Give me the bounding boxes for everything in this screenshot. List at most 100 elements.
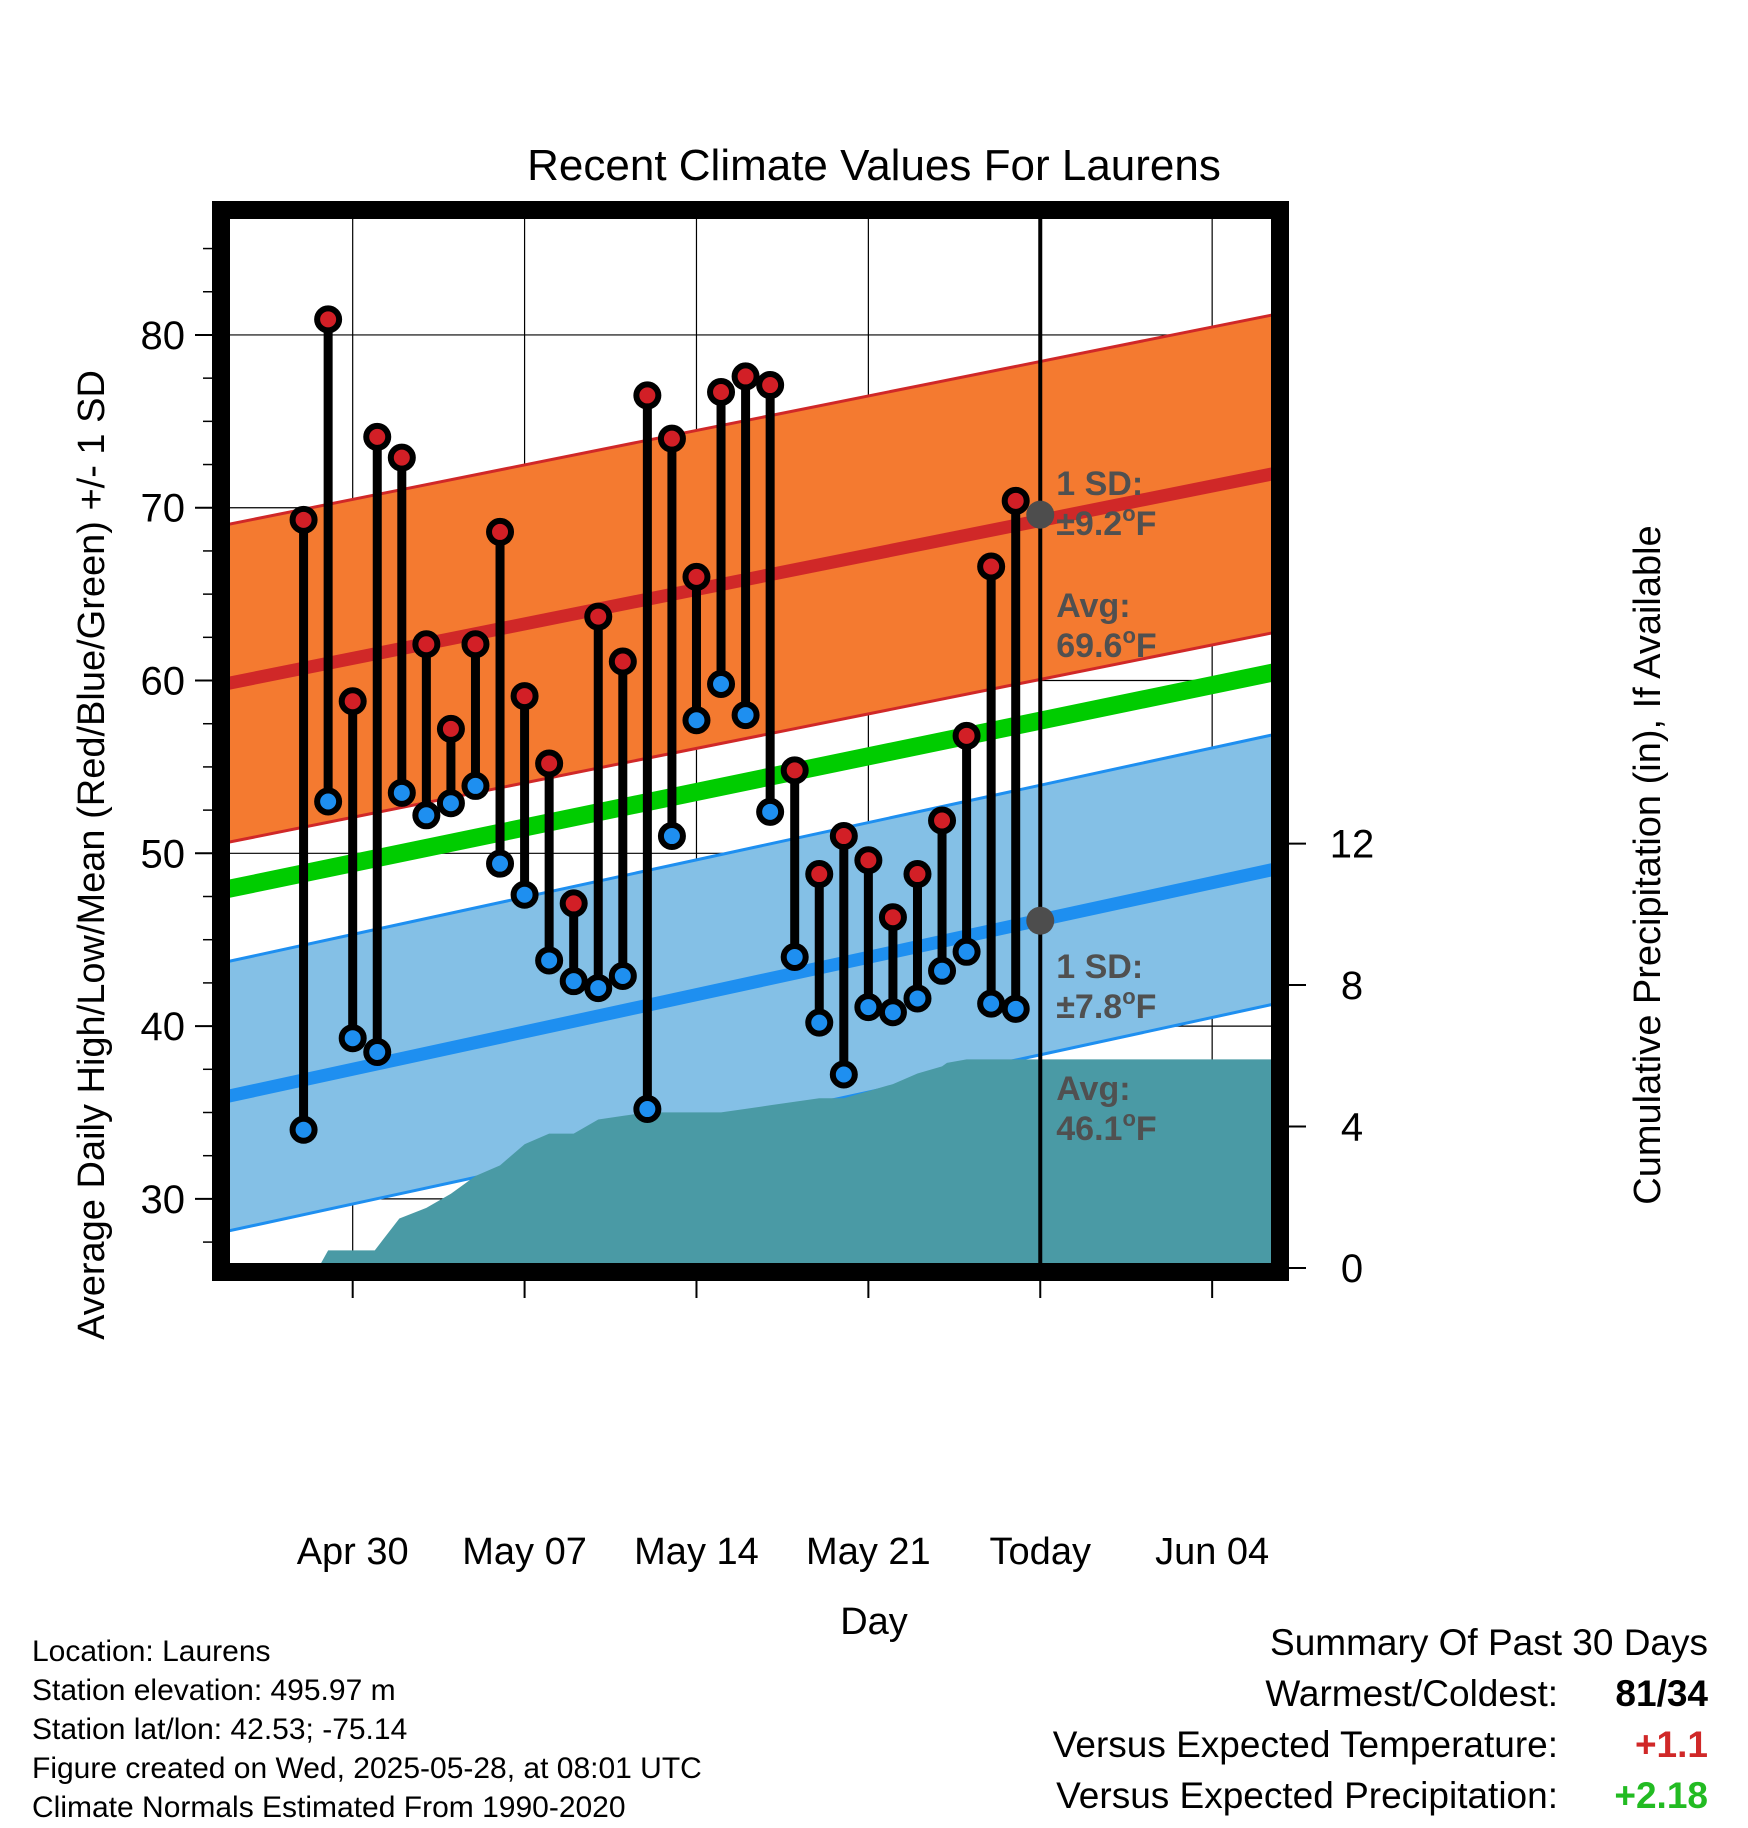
- degree-unit: F: [1136, 627, 1157, 665]
- daily-high-point: [363, 422, 392, 451]
- y-axis-label: Average Daily High/Low/Mean (Red/Blue/Gr…: [71, 370, 113, 1340]
- daily-low-point: [1001, 994, 1030, 1023]
- daily-low-point: [854, 993, 883, 1022]
- daily-low-point: [903, 984, 932, 1013]
- low-sd-annotation: 1 SD: ±7.8oF: [1056, 948, 1156, 1026]
- daily-low-point: [928, 956, 957, 985]
- daily-low-point: [510, 880, 539, 909]
- warmest-value: 81: [1615, 1673, 1657, 1714]
- high-normal-lower-edge: [225, 630, 1276, 845]
- daily-high-point: [952, 721, 981, 750]
- precip-vs-expected-label: Versus Expected Precipitation:: [1056, 1775, 1558, 1816]
- window-days-label-line: Days: [1050, 1423, 1131, 1461]
- daily-high-point: [780, 756, 809, 785]
- y-tick-label: 80: [141, 314, 186, 358]
- warm-cold-value: 81/34: [1588, 1673, 1708, 1715]
- daily-low-point: [829, 1060, 858, 1089]
- today-high-avg-marker: [1026, 500, 1055, 529]
- daily-low-point: [535, 946, 564, 975]
- daily-low-point: [805, 1008, 834, 1037]
- daily-low-point: [412, 801, 441, 830]
- daily-low-point: [682, 706, 711, 735]
- low-sd-annotation-line: ±7.8oF: [1056, 984, 1156, 1026]
- daily-high-point: [461, 630, 490, 659]
- daily-low-point: [314, 787, 343, 816]
- precip-vs-expected-value: +2.18: [1614, 1775, 1708, 1816]
- y2-tick-label: 8: [1341, 964, 1363, 1008]
- daily-low-point: [486, 849, 515, 878]
- daily-high-point: [387, 443, 416, 472]
- warm-cold-slash: /: [1656, 1673, 1667, 1714]
- warm-cold-label: Warmest/Coldest:: [1265, 1673, 1558, 1714]
- daily-high-point: [854, 846, 883, 875]
- y2-tick-label: 12: [1330, 823, 1375, 867]
- daily-high-point: [977, 552, 1006, 581]
- daily-low-point: [289, 1115, 318, 1144]
- x-tick-label: Apr 30: [297, 1531, 409, 1573]
- station-latlon: Station lat/lon: 42.53; -75.14: [32, 1713, 408, 1746]
- precip-area: [318, 1059, 1276, 1268]
- low-avg-line: [225, 862, 1276, 1104]
- daily-low-point: [461, 771, 490, 800]
- daily-low-point: [363, 1038, 392, 1067]
- x-tick-label: Today: [990, 1531, 1091, 1573]
- daily-high-point: [338, 687, 367, 716]
- daily-low-point: [608, 961, 637, 990]
- daily-high-point: [436, 714, 465, 743]
- daily-high-point: [657, 424, 686, 453]
- daily-low-point: [878, 998, 907, 1027]
- daily-low-point: [584, 974, 613, 1003]
- x-axis-label: Day: [840, 1601, 908, 1643]
- station-elevation: Station elevation: 495.97 m: [32, 1674, 396, 1707]
- high-sd-annotation: 1 SD: ±9.2oF: [1056, 465, 1156, 543]
- x-tick-label: May 07: [462, 1531, 587, 1573]
- figure-created: Figure created on Wed, 2025-05-28, at 08…: [32, 1752, 702, 1785]
- x-tick-label: May 14: [634, 1531, 759, 1573]
- daily-low-point: [633, 1095, 662, 1124]
- low-avg-annotation-line: Avg:: [1056, 1070, 1130, 1108]
- high-avg-annotation: Avg: 69.6oF: [1056, 587, 1156, 665]
- low-avg-annotation-line: 46.1oF: [1056, 1106, 1156, 1148]
- x-tick-label: Jun 04: [1155, 1531, 1269, 1573]
- daily-high-point: [682, 562, 711, 591]
- low-normal-upper-edge: [225, 732, 1276, 964]
- degree-symbol: o: [1122, 984, 1135, 1009]
- daily-high-point: [1001, 486, 1030, 515]
- degree-symbol: o: [1122, 501, 1135, 526]
- high-avg-annotation-line: 69.6oF: [1056, 623, 1156, 665]
- normals-period: Climate Normals Estimated From 1990-2020: [32, 1791, 626, 1824]
- y2-axis-label: Cumulative Precipitation (in), If Availa…: [1627, 525, 1669, 1204]
- daily-high-point: [412, 630, 441, 659]
- daily-high-point: [559, 889, 588, 918]
- daily-low-point: [756, 797, 785, 826]
- daily-high-point: [829, 822, 858, 851]
- degree-unit: F: [1136, 1110, 1157, 1148]
- degree-symbol: o: [1122, 1106, 1135, 1131]
- y-tick-label: 30: [141, 1178, 186, 1222]
- summary-panel: Summary Of Past 30 Days Warmest/Coldest:…: [1053, 1622, 1708, 1826]
- daily-low-point: [657, 822, 686, 851]
- today-low-avg-marker: [1026, 906, 1055, 935]
- degree-unit: F: [1136, 988, 1157, 1026]
- y-tick-label: 50: [141, 832, 186, 876]
- daily-high-point: [633, 381, 662, 410]
- daily-low-point: [436, 789, 465, 818]
- daily-high-point: [314, 305, 343, 334]
- station-location: Location: Laurens: [32, 1635, 271, 1668]
- daily-low-point: [977, 989, 1006, 1018]
- window-days-label-line: 30: [1050, 1383, 1088, 1421]
- mean-avg-line: [225, 663, 1276, 899]
- high-avg-annotation-line: Avg:: [1056, 587, 1130, 625]
- daily-low-point: [780, 942, 809, 971]
- daily-low-point: [731, 701, 760, 730]
- degree-unit: F: [1136, 505, 1157, 543]
- daily-high-point: [289, 505, 318, 534]
- daily-high-point: [510, 682, 539, 711]
- daily-high-point: [903, 860, 932, 889]
- x-tick-label: May 21: [806, 1531, 931, 1573]
- y-tick-label: 60: [141, 660, 186, 704]
- daily-high-point: [486, 517, 515, 546]
- station-info: Location: Laurens Station elevation: 495…: [32, 1632, 702, 1827]
- low-avg-annotation: Avg: 46.1oF: [1056, 1070, 1156, 1148]
